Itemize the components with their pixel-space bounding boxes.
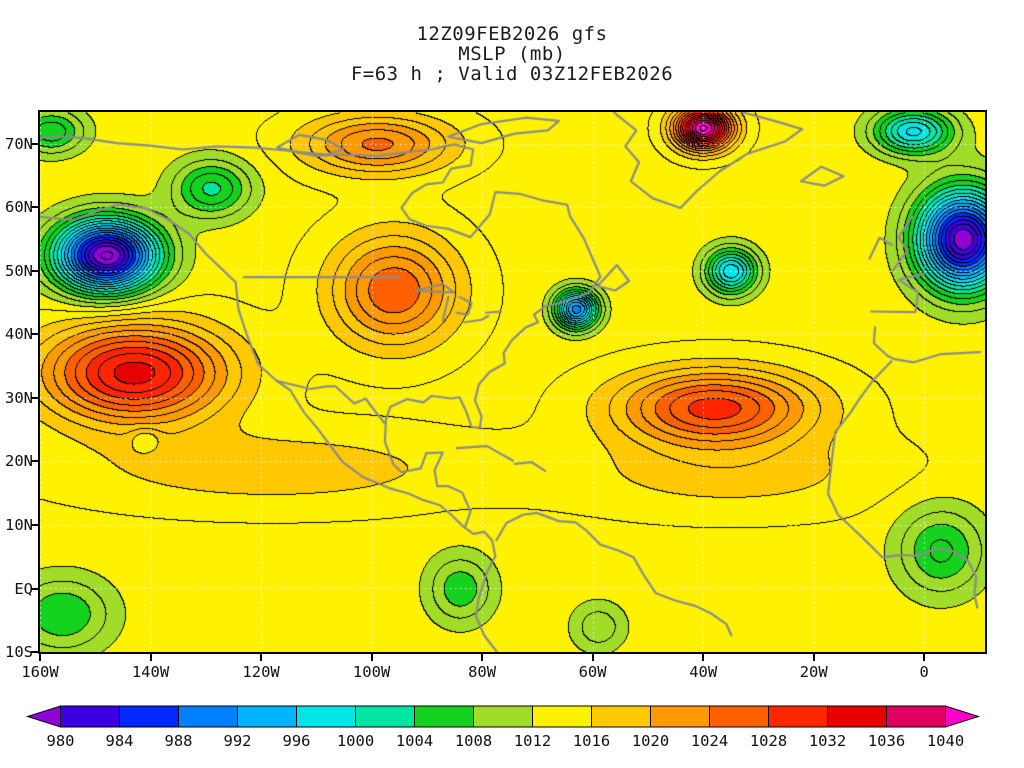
lon-label-120W: 120W — [242, 663, 280, 681]
colorbar-segment — [532, 705, 592, 728]
lat-label-40N: 40N — [5, 325, 33, 344]
colorbar-segment — [709, 705, 769, 728]
lon-label-80W: 80W — [468, 663, 497, 681]
colorbar-tick-label: 1016 — [573, 732, 610, 750]
colorbar-max-arrow — [945, 705, 981, 728]
lon-tick-160W — [39, 654, 41, 661]
lat-tick-20N — [31, 460, 38, 463]
lat-label-50N: 50N — [5, 261, 33, 280]
mslp-contour-map — [38, 110, 987, 654]
colorbar-tick-label: 980 — [47, 732, 75, 750]
colorbar-segment — [296, 705, 356, 728]
lon-tick-0 — [923, 654, 926, 661]
lon-label-0: 0 — [919, 663, 929, 681]
chart-title-line2: MSLP (mb) — [458, 43, 566, 65]
colorbar-tick-label: 1000 — [337, 732, 374, 750]
lon-tick-120W — [260, 654, 263, 661]
colorbar-tick-label: 996 — [283, 732, 311, 750]
colorbar-segment — [886, 705, 946, 728]
lat-tick-10N — [31, 523, 38, 526]
lat-tick-50N — [31, 269, 38, 272]
lon-label-100W: 100W — [352, 663, 391, 681]
chart-title-line1: 12Z09FEB2026 gfs — [416, 23, 608, 45]
lat-label-20N: 20N — [5, 452, 33, 471]
lon-tick-20W — [812, 654, 815, 661]
lat-label-EQ: EQ — [14, 579, 33, 598]
colorbar-segment — [827, 705, 887, 728]
lon-label-40W: 40W — [689, 663, 718, 681]
colorbar-tick-label: 1032 — [809, 732, 846, 750]
lat-label-10N: 10N — [5, 515, 33, 534]
lon-tick-100W — [370, 654, 373, 661]
colorbar-segment — [591, 705, 651, 728]
lon-tick-40W — [702, 654, 705, 661]
lat-tick-60N — [31, 206, 38, 209]
colorbar-tick-label: 992 — [224, 732, 252, 750]
lon-label-160W: 160W — [21, 663, 59, 681]
colorbar-segment — [237, 705, 297, 728]
lon-tick-60W — [591, 654, 594, 661]
colorbar: 980 984 988 992 996 1000 1004 1008 1012 1016 1020 1… — [25, 705, 981, 750]
colorbar-tick-label: 1012 — [514, 732, 551, 750]
colorbar-min-arrow — [25, 705, 61, 728]
colorbar-tick-label: 1028 — [750, 732, 787, 750]
chart-title-block: 12Z09FEB2026 gfs MSLP (mb) F=63 h ; Vali… — [0, 24, 1024, 84]
lon-label-140W: 140W — [131, 663, 170, 681]
colorbar-tick-label: 1020 — [632, 732, 669, 750]
colorbar-segment — [119, 705, 179, 728]
colorbar-segment — [473, 705, 533, 728]
colorbar-segment — [178, 705, 238, 728]
colorbar-segment — [60, 705, 120, 728]
lon-tick-140W — [149, 654, 152, 661]
colorbar-tick-label: 1008 — [455, 732, 492, 750]
lon-label-20W: 20W — [799, 663, 828, 681]
lat-label-60N: 60N — [5, 198, 33, 217]
lon-tick-80W — [481, 654, 484, 661]
lat-tick-10S — [31, 651, 38, 653]
colorbar-tick-label: 988 — [165, 732, 193, 750]
colorbar-segment — [414, 705, 474, 728]
colorbar-tick-label: 1036 — [868, 732, 905, 750]
colorbar-tick-label: 1024 — [691, 732, 728, 750]
lat-tick-EQ — [31, 587, 38, 590]
lon-label-60W: 60W — [578, 663, 607, 681]
colorbar-tick-label: 1004 — [396, 732, 433, 750]
lat-tick-70N — [31, 142, 38, 145]
colorbar-segment — [650, 705, 710, 728]
lat-tick-40N — [31, 333, 38, 336]
colorbar-tick-label: 1040 — [927, 732, 964, 750]
lat-label-70N: 70N — [5, 134, 33, 153]
chart-title-line3: F=63 h ; Valid 03Z12FEB2026 — [350, 63, 674, 85]
lat-label-30N: 30N — [5, 388, 33, 407]
lat-tick-30N — [31, 396, 38, 399]
colorbar-tick-label: 984 — [106, 732, 134, 750]
colorbar-segment — [355, 705, 415, 728]
lat-label-10S: 10S — [5, 643, 33, 661]
colorbar-segment — [768, 705, 828, 728]
